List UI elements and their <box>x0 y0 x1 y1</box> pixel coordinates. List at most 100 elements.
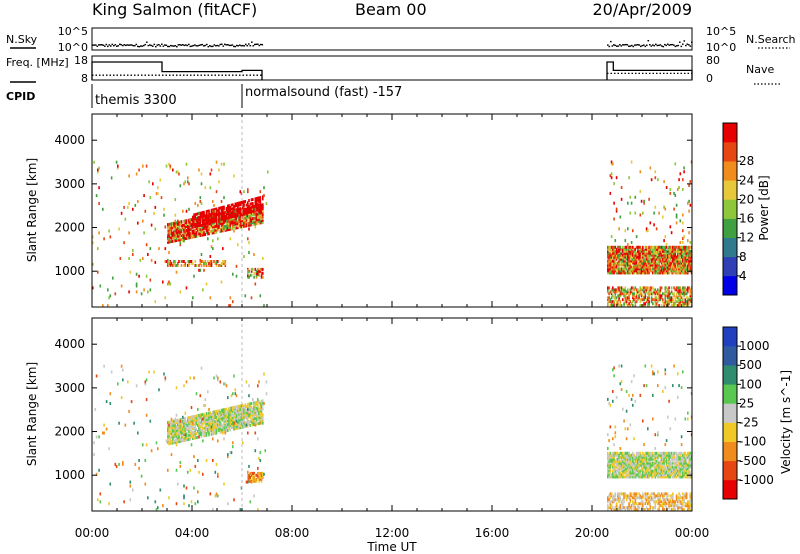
range-cell <box>198 470 200 474</box>
range-cell <box>177 228 179 232</box>
range-cell <box>255 410 258 414</box>
range-cell <box>177 434 179 438</box>
range-cell <box>653 267 655 271</box>
range-cell <box>254 479 257 483</box>
range-cell <box>247 216 249 220</box>
range-cell <box>685 269 688 273</box>
range-cell <box>247 237 249 241</box>
range-cell <box>614 506 617 510</box>
range-cell <box>184 227 187 231</box>
range-cell <box>254 203 257 207</box>
range-cell <box>663 263 665 267</box>
range-cell <box>149 419 152 423</box>
range-cell <box>655 253 658 257</box>
range-cell <box>200 419 203 423</box>
range-cell <box>133 421 135 425</box>
range-cell <box>237 407 239 411</box>
range-cell <box>682 288 684 292</box>
range-cell <box>607 263 609 267</box>
range-cell <box>657 245 659 249</box>
range-cell <box>245 414 248 418</box>
range-cell <box>613 459 615 463</box>
range-cell <box>98 166 100 170</box>
range-cell <box>667 269 669 273</box>
range-cell <box>669 296 672 300</box>
range-cell <box>659 247 662 251</box>
range-cell <box>258 421 260 425</box>
range-cell <box>672 502 674 506</box>
range-cell <box>219 221 222 225</box>
range-cell <box>674 461 677 465</box>
range-cell <box>667 471 669 475</box>
range-cell <box>179 464 182 468</box>
range-cell <box>195 264 198 267</box>
range-cell <box>143 288 145 292</box>
range-cell <box>653 457 655 461</box>
range-cell <box>653 245 655 249</box>
range-cell <box>630 302 633 306</box>
range-cell <box>642 261 644 265</box>
range-cell <box>670 304 673 308</box>
range-cell <box>194 222 197 226</box>
range-cell <box>188 260 190 263</box>
range-cell <box>649 251 652 255</box>
range-cell <box>635 494 638 498</box>
range-cell <box>679 249 682 253</box>
range-cell <box>622 269 624 273</box>
range-cell <box>657 473 659 477</box>
range-cell <box>634 286 637 290</box>
range-cell <box>255 208 258 212</box>
range-cell <box>670 271 673 275</box>
range-cell <box>609 504 612 508</box>
range-cell <box>245 480 248 484</box>
range-cell <box>249 402 252 406</box>
range-cell <box>682 253 684 257</box>
range-cell <box>239 406 242 410</box>
range-cell <box>682 455 684 459</box>
range-cell <box>613 304 615 308</box>
range-cell <box>642 467 644 471</box>
range-cell <box>613 217 615 221</box>
range-cell <box>654 253 657 257</box>
noise-sample <box>207 46 210 48</box>
range-cell <box>615 502 618 506</box>
range-cell <box>198 421 200 425</box>
range-cell <box>258 207 260 211</box>
range-cell <box>194 420 197 424</box>
range-cell <box>255 412 258 416</box>
range-cell <box>673 471 675 475</box>
range-cell <box>615 471 618 475</box>
range-cell <box>685 494 688 498</box>
range-cell <box>633 247 635 251</box>
range-cell <box>653 257 655 261</box>
noise-sample <box>170 44 172 47</box>
range-cell <box>618 286 620 290</box>
range-cell <box>257 215 259 219</box>
range-cell <box>240 410 243 414</box>
range-cell <box>659 296 662 300</box>
range-cell <box>227 425 229 429</box>
range-cell <box>203 264 205 267</box>
noise-traces <box>92 40 693 48</box>
range-cell <box>632 300 634 304</box>
range-cell <box>633 257 635 261</box>
range-cell <box>177 424 179 428</box>
range-cell <box>99 500 102 504</box>
range-cell <box>182 225 184 229</box>
range-cell <box>650 463 653 467</box>
range-cell <box>644 286 647 290</box>
range-cell <box>625 257 628 261</box>
range-cell <box>630 461 633 465</box>
noise-sample <box>159 45 162 47</box>
range-cell <box>175 426 178 430</box>
range-cell <box>197 230 199 234</box>
range-cell <box>648 245 650 249</box>
range-cell <box>190 229 193 233</box>
range-cell <box>167 236 169 240</box>
range-cell <box>685 245 688 249</box>
range-cell <box>170 422 173 426</box>
range-cell <box>647 508 649 512</box>
range-cell <box>684 465 687 469</box>
range-cell <box>689 249 692 253</box>
range-cell <box>154 500 157 504</box>
